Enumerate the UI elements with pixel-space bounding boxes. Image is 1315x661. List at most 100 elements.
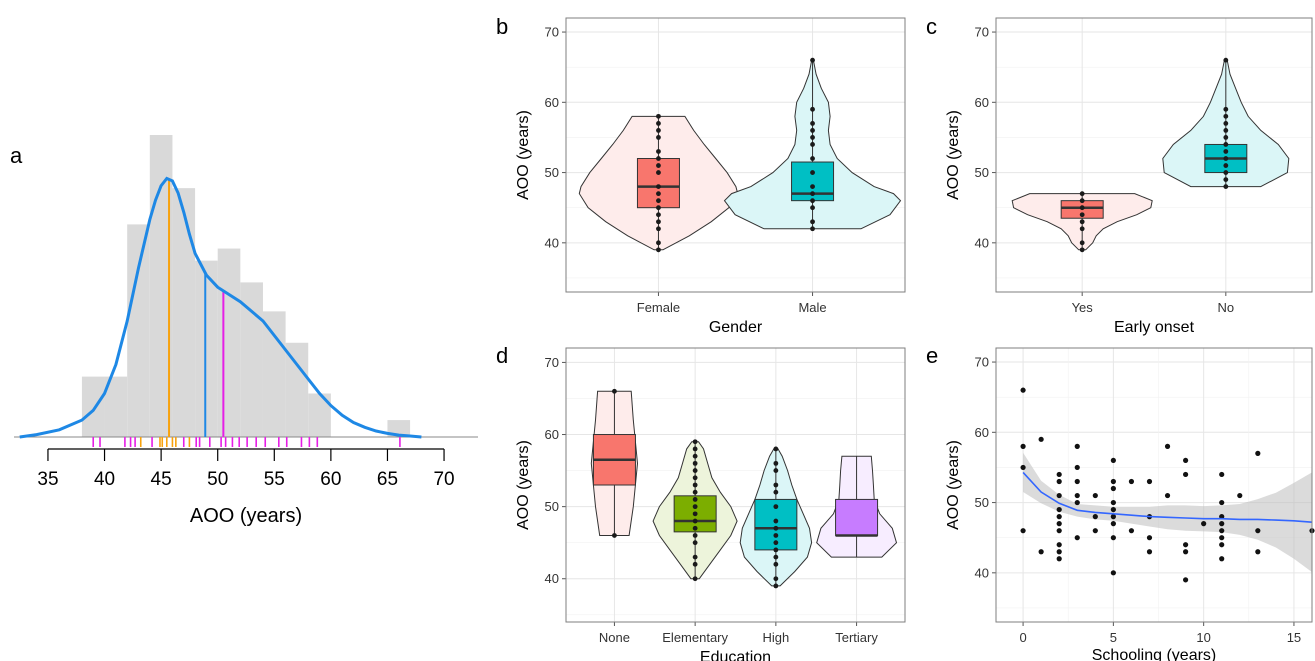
data-point: [1079, 240, 1085, 246]
data-point: [692, 511, 698, 517]
data-point: [1110, 506, 1116, 513]
data-point: [1110, 478, 1116, 485]
data-point: [1020, 464, 1026, 471]
data-point: [1110, 457, 1116, 464]
data-point: [773, 468, 779, 473]
data-point: [773, 518, 779, 524]
panel-b: b 40 50 60 70 Female Male Gender AOO (years): [496, 14, 906, 336]
data-point: [1128, 528, 1135, 534]
data-point: [1079, 212, 1085, 218]
data-point: [1079, 205, 1085, 211]
data-point: [1183, 542, 1189, 548]
y-tick-label: 70: [545, 25, 559, 40]
data-point: [692, 525, 698, 531]
data-point: [1128, 478, 1135, 485]
data-point: [1056, 556, 1062, 562]
data-point: [656, 205, 661, 211]
data-point: [773, 504, 779, 510]
confidence-band: [1023, 452, 1312, 573]
data-point: [773, 561, 779, 567]
data-point: [1183, 549, 1189, 555]
data-point: [1146, 478, 1153, 485]
data-point: [773, 525, 779, 531]
histogram-bar: [127, 224, 150, 437]
data-point: [1219, 521, 1225, 527]
data-point: [692, 446, 698, 452]
data-point: [1056, 514, 1062, 520]
data-point: [1223, 113, 1229, 119]
data-point: [1074, 478, 1080, 485]
group-high: [739, 446, 813, 589]
group-none: [590, 388, 639, 538]
panel-label-a: a: [10, 143, 23, 168]
data-point: [1056, 521, 1062, 527]
data-point: [1056, 471, 1062, 478]
y-tick-label: 50: [975, 495, 989, 510]
x-axis-label: Education: [700, 649, 771, 661]
data-point: [1079, 198, 1085, 204]
data-point: [656, 198, 661, 204]
data-point: [692, 453, 698, 459]
y-tick-label: 60: [545, 427, 559, 442]
histogram-bar: [149, 135, 173, 437]
data-point: [1074, 443, 1080, 449]
group-tertiary: [816, 455, 898, 558]
x-tick-label: No: [1218, 300, 1235, 315]
data-point: [656, 170, 661, 175]
x-tick-label: 45: [151, 469, 172, 490]
x-axis-label: AOO (years): [190, 505, 302, 527]
data-point: [1219, 528, 1225, 534]
data-point: [1020, 443, 1026, 449]
y-tick-label: 50: [545, 165, 559, 180]
y-tick-label: 70: [975, 25, 989, 40]
data-point: [1219, 499, 1225, 506]
data-point: [656, 135, 661, 140]
data-point: [692, 497, 698, 502]
data-point: [810, 170, 815, 175]
y-tick-label: 40: [545, 235, 559, 250]
density-curve: [19, 176, 422, 439]
x-tick-label: 40: [94, 469, 115, 490]
data-point: [656, 212, 661, 218]
data-point: [773, 554, 779, 560]
data-point: [773, 540, 779, 546]
data-point: [773, 583, 779, 589]
data-point: [692, 460, 698, 466]
data-point: [810, 219, 815, 225]
group-yes: [1011, 191, 1153, 253]
data-point: [1201, 521, 1207, 527]
data-point: [692, 561, 698, 567]
plot-background: [996, 348, 1312, 622]
data-point: [1223, 170, 1229, 175]
panel-label-c: c: [926, 14, 937, 39]
x-axis-label: Gender: [709, 319, 763, 336]
data-point: [1255, 549, 1261, 555]
data-point: [1038, 436, 1044, 442]
x-tick-label: 70: [433, 469, 454, 490]
data-point: [656, 191, 661, 197]
data-point: [1219, 535, 1225, 541]
data-point: [1219, 471, 1225, 478]
data-point: [810, 198, 815, 204]
x-tick-label: Elementary: [662, 630, 728, 645]
x-tick-label: 65: [377, 469, 398, 490]
data-point: [773, 547, 779, 553]
data-point: [773, 446, 779, 452]
data-point: [692, 489, 698, 495]
data-point: [656, 128, 661, 133]
x-tick-label: 0: [1019, 630, 1026, 645]
data-point: [1223, 163, 1229, 168]
histogram-bar: [172, 188, 196, 437]
data-point: [1074, 535, 1080, 541]
panel-label-b: b: [496, 14, 508, 39]
data-point: [810, 191, 815, 197]
data-point: [656, 219, 661, 225]
data-point: [1223, 184, 1229, 190]
x-tick-label: 55: [264, 469, 285, 490]
plot-border: [565, 347, 906, 623]
data-point: [1237, 492, 1243, 499]
y-tick-label: 40: [975, 235, 989, 250]
group-male: [723, 57, 902, 232]
panel-d: d 40 50 60 70 None Elementary High Tertiary Educa…: [496, 343, 906, 661]
y-axis-label: AOO (years): [945, 110, 962, 200]
